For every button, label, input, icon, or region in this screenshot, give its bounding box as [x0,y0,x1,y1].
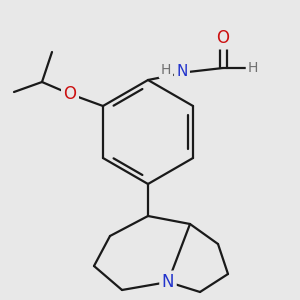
Text: H: H [161,63,171,77]
Text: H: H [248,61,258,75]
Text: O: O [64,85,76,103]
Text: N: N [176,64,188,80]
Text: O: O [217,29,230,47]
Text: N: N [162,273,174,291]
